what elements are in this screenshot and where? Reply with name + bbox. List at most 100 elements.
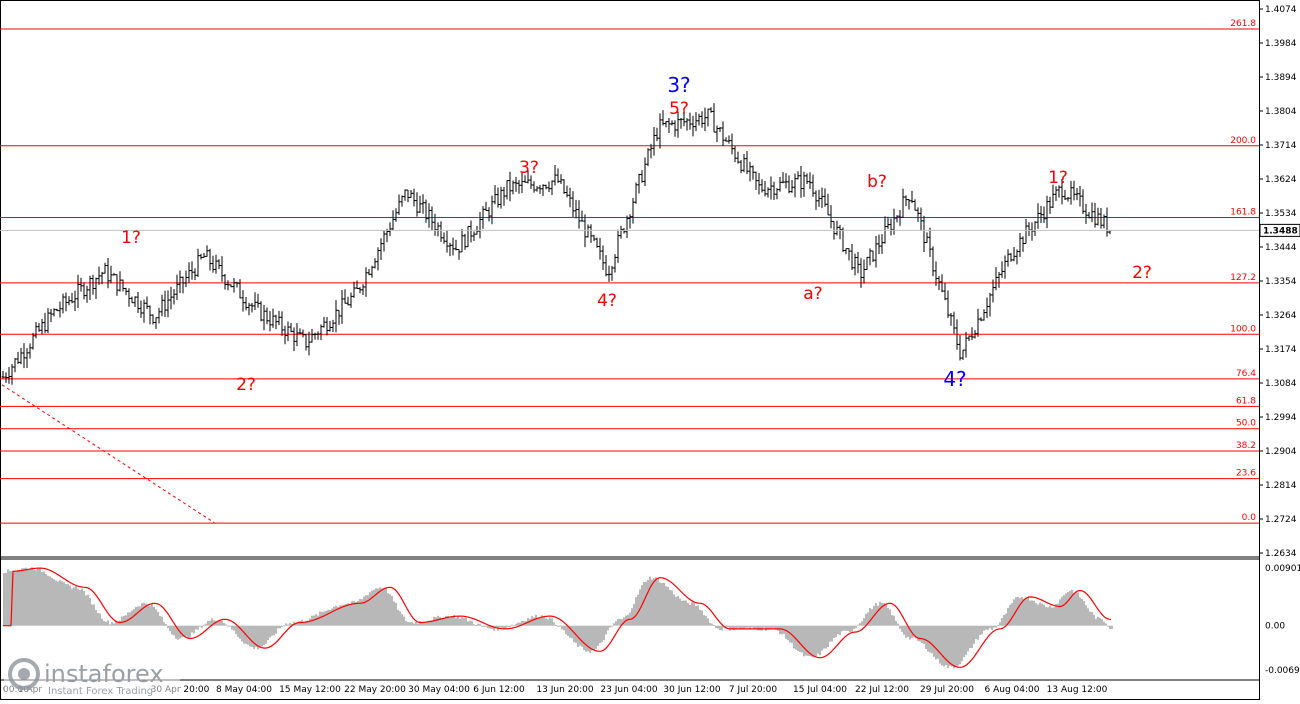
- oscillator-bar: [151, 604, 153, 626]
- time-axis-label: 15 Jul 04:00: [793, 685, 847, 695]
- fib-level-label: 61.8: [1236, 396, 1256, 406]
- oscillator-bar: [133, 609, 135, 626]
- oscillator-bar: [359, 598, 361, 626]
- oscillator-bar: [1089, 611, 1091, 626]
- oscillator-bar: [373, 589, 375, 626]
- oscillator-bar: [937, 625, 939, 659]
- oscillator-bar: [945, 625, 947, 666]
- wave-label: 4?: [943, 367, 966, 391]
- time-axis-label: 29 Jul 20:00: [920, 685, 974, 695]
- oscillator-bar: [181, 625, 183, 638]
- oscillator-bar: [571, 625, 573, 639]
- price-tick-label: 1.3804: [1265, 107, 1297, 117]
- oscillator-bar: [929, 625, 931, 653]
- oscillator-bar: [745, 625, 747, 628]
- price-tick-label: 1.2724: [1265, 515, 1297, 525]
- oscillator-bar: [1103, 621, 1105, 626]
- price-tick-label: 1.2634: [1265, 549, 1297, 559]
- oscillator-bar: [1097, 616, 1099, 626]
- oscillator-bar: [317, 615, 319, 626]
- oscillator-bar: [93, 604, 95, 626]
- oscillator-bar: [157, 611, 159, 626]
- oscillator-bar: [441, 618, 443, 626]
- oscillator-bar: [965, 625, 967, 655]
- oscillator-bar: [47, 575, 49, 626]
- oscillator-bar: [421, 621, 423, 626]
- oscillator-bar: [1105, 623, 1107, 626]
- oscillator-bar: [659, 582, 661, 626]
- oscillator-bar: [721, 625, 723, 631]
- oscillator-bar: [979, 625, 981, 636]
- oscillator-bar: [649, 576, 651, 626]
- fib-level-label: 100.0: [1230, 324, 1256, 334]
- oscillator-bar: [671, 590, 673, 626]
- oscillator-bar: [947, 625, 949, 668]
- oscillator-bar: [1093, 614, 1095, 626]
- oscillator-bar: [825, 625, 827, 649]
- oscillator-bar: [391, 595, 393, 626]
- oscillator-bar: [521, 621, 523, 626]
- oscillator-bar: [621, 619, 623, 626]
- oscillator-bar: [419, 621, 421, 626]
- oscillator-bar: [899, 625, 901, 629]
- oscillator-bar: [339, 605, 341, 626]
- oscillator-bar: [1013, 599, 1015, 626]
- oscillator-bar: [751, 625, 753, 628]
- oscillator-bar: [379, 587, 381, 626]
- oscillator-bar: [1065, 593, 1067, 626]
- oscillator-bar: [739, 625, 741, 630]
- oscillator-bar: [781, 625, 783, 635]
- oscillator-bar: [805, 625, 807, 656]
- oscillator-bar: [823, 625, 825, 649]
- oscillator-bar: [951, 625, 953, 667]
- oscillator-bar: [611, 625, 613, 627]
- oscillator-bar: [1009, 604, 1011, 626]
- oscillator-bar: [541, 615, 543, 626]
- oscillator-bar: [1071, 589, 1073, 626]
- oscillator-bar: [955, 625, 957, 667]
- oscillator-bar: [789, 625, 791, 643]
- oscillator-bar: [771, 625, 773, 629]
- oscillator-bar: [241, 625, 243, 642]
- oscillator-bar: [827, 625, 829, 647]
- oscillator-bar: [551, 618, 553, 626]
- oscillator-bar: [1043, 604, 1045, 626]
- oscillator-bar: [1031, 600, 1033, 626]
- oscillator-bar: [729, 625, 731, 631]
- watermark-logo-text: instaforex: [44, 660, 164, 688]
- oscillator-bar: [1011, 603, 1013, 626]
- oscillator-bar: [925, 625, 927, 649]
- oscillator-bar: [737, 625, 739, 628]
- oscillator-bar: [271, 625, 273, 636]
- time-axis-label: 6 Aug 04:00: [985, 685, 1040, 695]
- oscillator-bar: [569, 625, 571, 638]
- oscillator-bar: [411, 622, 413, 626]
- oscillator-bar: [265, 625, 267, 644]
- oscillator-bar: [897, 623, 899, 626]
- oscillator-bar: [963, 625, 965, 658]
- oscillator-bar: [149, 606, 151, 626]
- oscillator-bar: [1095, 618, 1097, 626]
- oscillator-bar: [775, 625, 777, 630]
- oscillator-bar: [39, 568, 41, 626]
- oscillator-bar: [645, 581, 647, 626]
- oscillator-bar: [395, 602, 397, 626]
- oscillator-bar: [393, 601, 395, 626]
- oscillator-bar: [583, 625, 585, 651]
- oscillator-bar: [1019, 598, 1021, 626]
- oscillator-tick-label: 0.00: [1265, 622, 1285, 632]
- oscillator-bar: [915, 625, 917, 639]
- oscillator-bar: [329, 609, 331, 626]
- oscillator-bar: [743, 625, 745, 630]
- oscillator-bar: [85, 595, 87, 626]
- oscillator-bar: [1017, 596, 1019, 626]
- oscillator-bar: [469, 620, 471, 626]
- oscillator-bar: [849, 625, 851, 633]
- oscillator-bar: [693, 602, 695, 626]
- oscillator-bar: [19, 569, 21, 626]
- oscillator-bar: [919, 625, 921, 642]
- time-axis-label: 7 Jul 20:00: [729, 685, 778, 695]
- oscillator-bar: [79, 590, 81, 626]
- oscillator-bar: [29, 568, 31, 626]
